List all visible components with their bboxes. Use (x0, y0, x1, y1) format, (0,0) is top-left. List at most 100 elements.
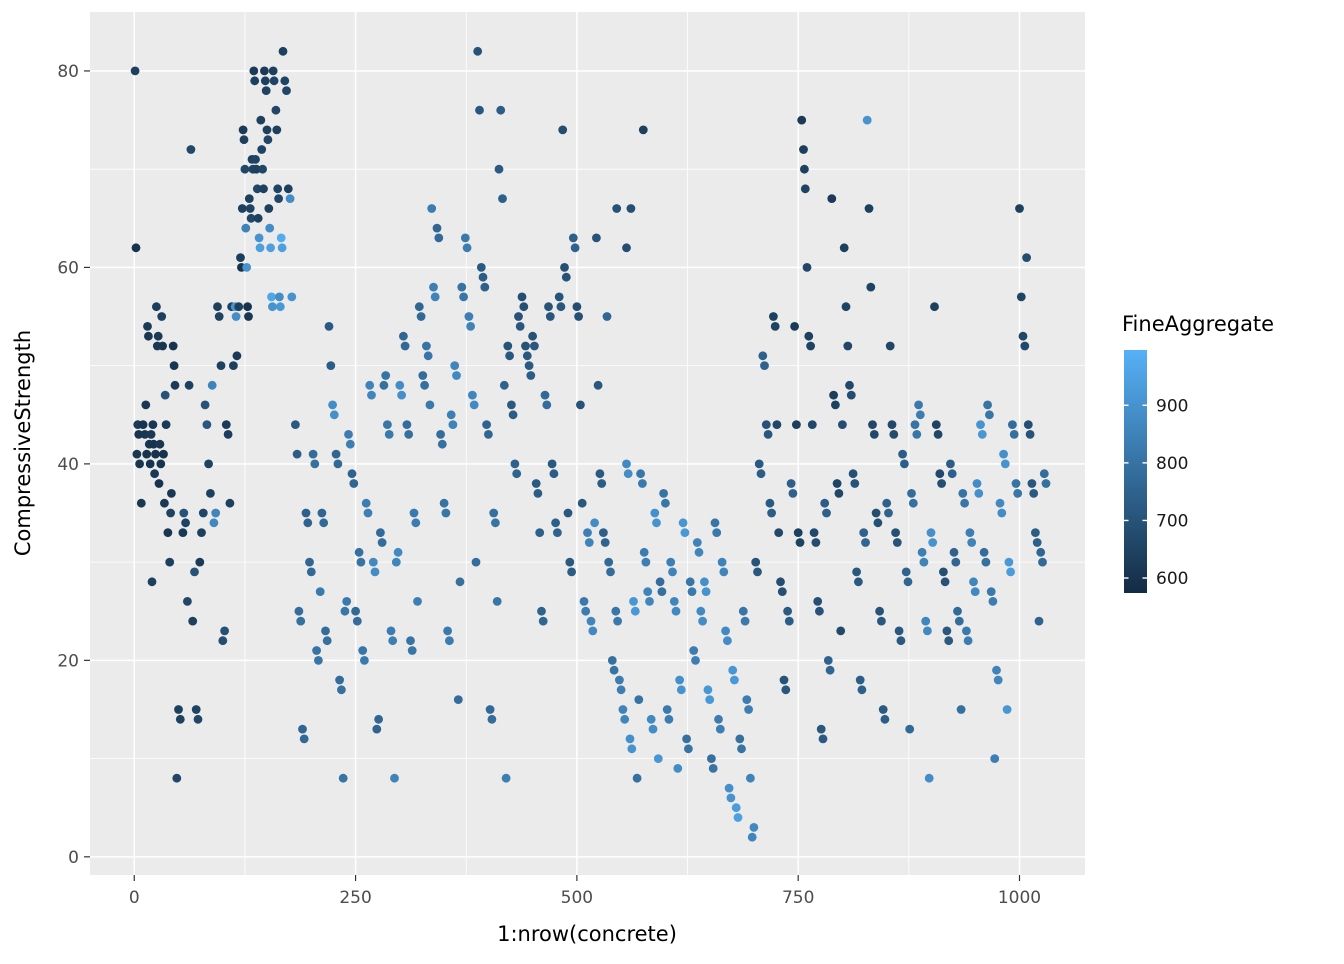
data-point (622, 243, 631, 253)
data-point (407, 646, 417, 655)
data-point (545, 312, 555, 321)
data-point (921, 616, 931, 626)
data-point (234, 302, 244, 312)
data-point (239, 135, 249, 145)
data-point (602, 312, 612, 321)
data-point (285, 194, 295, 204)
data-point (891, 528, 900, 537)
data-point (838, 420, 847, 429)
data-point (1036, 547, 1046, 557)
data-point (767, 508, 776, 518)
data-point (940, 577, 950, 587)
data-point (329, 410, 339, 420)
data-point (583, 528, 592, 537)
data-point (266, 243, 275, 253)
data-point (873, 518, 883, 528)
data-point (797, 115, 807, 125)
data-point (919, 557, 929, 567)
data-point (535, 528, 545, 537)
data-point (675, 675, 684, 685)
data-point (439, 498, 449, 508)
data-point (1034, 616, 1044, 626)
data-point (809, 528, 819, 537)
data-point (822, 508, 831, 518)
data-point (145, 459, 155, 469)
legend-gradient-bar (1124, 350, 1147, 593)
data-point (829, 390, 838, 400)
data-point (606, 567, 615, 577)
data-point (859, 528, 869, 537)
data-point (305, 557, 314, 567)
data-point (317, 508, 327, 518)
data-point (1020, 341, 1030, 351)
data-point (268, 302, 277, 312)
data-point (676, 685, 686, 695)
data-point (155, 439, 165, 449)
y-tick-label: 60 (57, 258, 79, 278)
data-point (397, 390, 406, 400)
data-point (701, 587, 711, 596)
data-point (1023, 420, 1033, 429)
data-point (730, 675, 739, 685)
data-point (560, 263, 569, 272)
data-point (510, 459, 520, 469)
data-point (712, 528, 722, 537)
data-point (450, 361, 460, 370)
data-point (265, 223, 275, 233)
data-point (576, 400, 585, 410)
data-point (1032, 538, 1042, 547)
data-point (738, 606, 748, 616)
data-point (453, 695, 463, 704)
data-point (172, 773, 182, 783)
data-point (549, 469, 559, 479)
data-point (839, 243, 849, 253)
data-point (721, 626, 730, 636)
data-point (685, 577, 695, 587)
data-point (515, 322, 525, 331)
data-point (154, 479, 164, 488)
data-point (878, 705, 888, 714)
data-point (903, 577, 913, 587)
data-point (150, 469, 160, 479)
data-point (726, 793, 736, 803)
data-point (138, 420, 148, 429)
data-point (723, 636, 732, 646)
data-point (514, 312, 523, 321)
data-point (260, 76, 270, 86)
data-point (261, 86, 271, 95)
data-point (935, 469, 945, 479)
data-point (269, 76, 279, 86)
data-point (800, 184, 810, 194)
data-point (460, 233, 470, 243)
data-point (735, 734, 745, 744)
data-point (251, 155, 260, 164)
data-point (427, 204, 437, 213)
data-point (395, 380, 405, 390)
data-point (457, 282, 467, 292)
data-point (340, 606, 350, 616)
data-point (425, 400, 435, 410)
data-point (141, 400, 151, 410)
data-point (349, 479, 359, 488)
data-point (572, 302, 582, 312)
data-point (855, 675, 865, 685)
data-point (983, 400, 992, 410)
data-point (356, 557, 366, 567)
data-point (508, 410, 518, 420)
data-point (992, 665, 1001, 675)
data-point (595, 469, 605, 479)
data-point (951, 557, 961, 567)
data-point (443, 626, 452, 636)
data-point (834, 489, 844, 498)
x-tick-label: 250 (339, 888, 371, 908)
data-point (258, 164, 267, 174)
data-point (696, 606, 706, 616)
data-point (294, 606, 304, 616)
data-point (147, 577, 157, 587)
data-point (645, 597, 654, 606)
x-axis-title: 1:nrow(concrete) (497, 922, 677, 946)
data-point (1029, 489, 1039, 498)
data-point (360, 656, 369, 665)
data-point (236, 253, 245, 262)
data-point (491, 518, 500, 528)
